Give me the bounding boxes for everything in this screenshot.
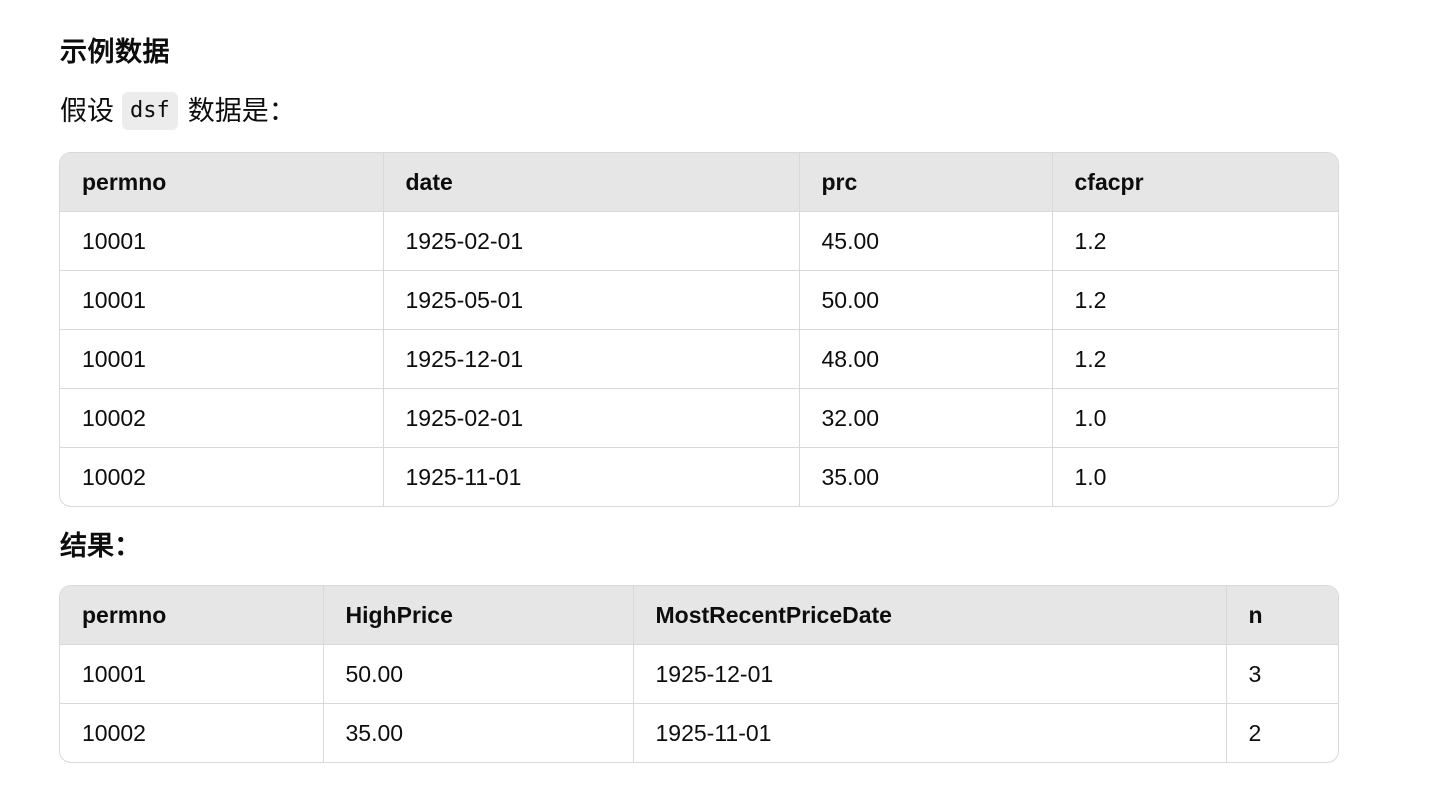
result-table: permno HighPrice MostRecentPriceDate n 1… xyxy=(59,585,1339,763)
table-row: 10002 1925-02-01 32.00 1.0 xyxy=(60,388,1338,448)
column-header: cfacpr xyxy=(1052,153,1338,212)
column-header: date xyxy=(383,153,800,212)
table-cell: 1925-02-01 xyxy=(383,211,800,271)
table-cell: 1925-12-01 xyxy=(633,644,1227,704)
table-row: 10002 35.00 1925-11-01 2 xyxy=(60,703,1338,762)
table-row: 10001 1925-02-01 45.00 1.2 xyxy=(60,211,1338,271)
table-row: 10001 50.00 1925-12-01 3 xyxy=(60,644,1338,704)
table-cell: 32.00 xyxy=(799,388,1053,448)
table-cell: 35.00 xyxy=(799,447,1053,506)
table-cell: 48.00 xyxy=(799,329,1053,389)
table-cell: 1925-11-01 xyxy=(633,703,1227,762)
table-cell: 1.2 xyxy=(1052,329,1338,389)
column-header: permno xyxy=(60,153,384,212)
table-row: 10001 1925-05-01 50.00 1.2 xyxy=(60,270,1338,330)
table-cell: 50.00 xyxy=(799,270,1053,330)
table-cell: 10001 xyxy=(60,644,324,704)
table-cell: 10002 xyxy=(60,388,384,448)
table-cell: 35.00 xyxy=(323,703,634,762)
table-cell: 10001 xyxy=(60,270,384,330)
table-cell: 10001 xyxy=(60,211,384,271)
table-cell: 50.00 xyxy=(323,644,634,704)
column-header: HighPrice xyxy=(323,586,634,645)
result-label: 结果： xyxy=(60,531,141,561)
table-cell: 1925-05-01 xyxy=(383,270,800,330)
table-cell: 1.2 xyxy=(1052,211,1338,271)
column-header: MostRecentPriceDate xyxy=(633,586,1227,645)
table-cell: 1925-02-01 xyxy=(383,388,800,448)
table-row: 10002 1925-11-01 35.00 1.0 xyxy=(60,447,1338,506)
column-header: n xyxy=(1226,586,1338,645)
table-cell: 1.2 xyxy=(1052,270,1338,330)
intro-prefix: 假设 xyxy=(60,96,114,126)
column-header: prc xyxy=(799,153,1053,212)
table-cell: 10002 xyxy=(60,447,384,506)
table-cell: 1925-11-01 xyxy=(383,447,800,506)
intro-paragraph: 假设 dsf 数据是： xyxy=(60,88,296,134)
table-cell: 1925-12-01 xyxy=(383,329,800,389)
inline-code: dsf xyxy=(122,92,178,130)
table-row: 10001 1925-12-01 48.00 1.2 xyxy=(60,329,1338,389)
table-header-row: permno date prc cfacpr xyxy=(60,153,1338,212)
input-table: permno date prc cfacpr 10001 1925-02-01 … xyxy=(59,152,1339,507)
table-cell: 10002 xyxy=(60,703,324,762)
table-header-row: permno HighPrice MostRecentPriceDate n xyxy=(60,586,1338,645)
table-cell: 45.00 xyxy=(799,211,1053,271)
intro-suffix: 数据是： xyxy=(187,96,296,126)
column-header: permno xyxy=(60,586,324,645)
table-cell: 1.0 xyxy=(1074,463,1107,490)
table-cell: 2 xyxy=(1248,719,1262,746)
table-cell: 10001 xyxy=(60,329,384,389)
table-cell: 3 xyxy=(1226,644,1338,704)
table-cell: 1.0 xyxy=(1052,388,1338,448)
section-title: 示例数据 xyxy=(60,37,170,67)
